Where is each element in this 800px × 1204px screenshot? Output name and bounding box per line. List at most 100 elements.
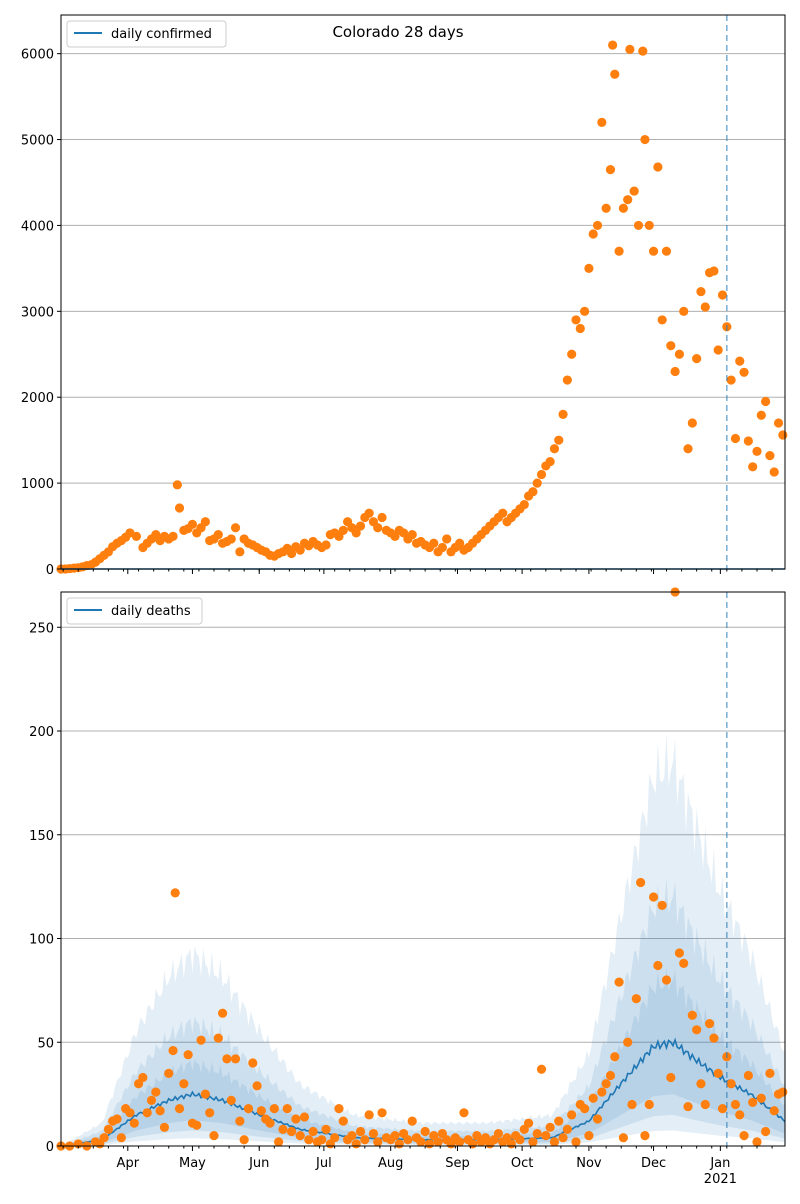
deaths-point: [291, 1114, 301, 1124]
uncertainty-band: [61, 733, 785, 1146]
deaths-point: [330, 1133, 340, 1143]
y-tick-label: 0: [46, 563, 54, 578]
y-tick-label: 150: [29, 829, 54, 844]
confirmed-point: [338, 525, 348, 535]
legend-label: daily confirmed: [111, 27, 212, 42]
deaths-point: [146, 1095, 157, 1105]
deaths-point: [112, 1114, 122, 1124]
deaths-point: [696, 1079, 706, 1089]
deaths-y-ticks: 0 50 100 150 200 250: [29, 621, 61, 1155]
x-tick-label: Sep: [445, 1156, 470, 1171]
deaths-point: [403, 1135, 413, 1145]
y-tick-label: 1000: [21, 477, 54, 492]
confirmed-point: [633, 220, 644, 231]
confirmed-point: [200, 517, 210, 527]
deaths-point: [168, 1045, 178, 1056]
deaths-point: [351, 1139, 361, 1149]
deaths-point: [765, 1068, 775, 1078]
deaths-point: [308, 1126, 318, 1137]
deaths-point: [515, 1135, 525, 1145]
deaths-point: [299, 1112, 310, 1122]
deaths-point: [286, 1126, 297, 1137]
deaths-point: [610, 1052, 620, 1062]
confirmed-legend: daily confirmed: [66, 20, 227, 48]
deaths-point: [304, 1135, 314, 1145]
deaths-legend: daily deaths: [66, 597, 203, 625]
deaths-point: [218, 1008, 228, 1018]
confirmed-point: [670, 366, 680, 377]
confirmed-point: [756, 410, 766, 420]
deaths-point: [142, 1108, 152, 1118]
deaths-point: [618, 1133, 628, 1143]
confirmed-point: [168, 531, 178, 541]
deaths-point: [368, 1128, 379, 1139]
deaths-point: [558, 1133, 568, 1143]
confirmed-point: [377, 512, 387, 523]
confirmed-point: [752, 446, 762, 456]
x-tick-year-label: 2021: [704, 1172, 737, 1187]
deaths-point: [125, 1108, 135, 1118]
deaths-point: [377, 1108, 387, 1118]
confirmed-point: [575, 323, 585, 334]
y-tick-label: 3000: [21, 305, 54, 320]
deaths-point: [528, 1137, 538, 1147]
deaths-point: [164, 1068, 174, 1078]
confirmed-point: [625, 44, 635, 54]
deaths-point: [269, 1104, 279, 1114]
confirmed-point: [131, 531, 142, 541]
legend-box: [66, 597, 203, 625]
deaths-point: [683, 1101, 693, 1112]
confirmed-point: [666, 341, 676, 351]
confirmed-point: [554, 435, 564, 445]
confirmed-x-ticks: [62, 569, 773, 574]
deaths-point: [752, 1137, 762, 1147]
confirmed-point: [640, 134, 650, 145]
confirmed-point: [355, 521, 366, 531]
deaths-point: [571, 1137, 581, 1147]
deaths-point: [317, 1135, 327, 1145]
deaths-point: [709, 1033, 719, 1043]
confirmed-point: [187, 519, 198, 529]
confirmed-point: [638, 46, 648, 56]
y-tick-label: 2000: [21, 391, 54, 406]
deaths-point: [433, 1137, 443, 1147]
deaths-point: [674, 948, 685, 958]
confirmed-point: [532, 478, 542, 488]
deaths-point: [739, 1131, 749, 1141]
deaths-point: [623, 1037, 633, 1047]
confirmed-point: [739, 367, 749, 377]
confirmed-point: [661, 246, 672, 256]
deaths-uncertainty-bands: [61, 733, 785, 1146]
deaths-point: [756, 1093, 766, 1103]
deaths-point: [248, 1058, 258, 1068]
confirmed-point: [235, 547, 245, 557]
confirmed-point: [588, 229, 598, 239]
x-tick-label: Jun: [248, 1156, 269, 1171]
confirmed-point: [778, 430, 788, 440]
deaths-point: [704, 1018, 715, 1029]
deaths-point: [554, 1116, 564, 1126]
confirmed-point: [605, 165, 616, 175]
confirmed-point: [610, 69, 620, 79]
deaths-point: [730, 1099, 741, 1110]
confirmed-point: [558, 409, 568, 419]
confirmed-point: [321, 540, 331, 550]
confirmed-point: [498, 508, 508, 518]
deaths-point: [159, 1122, 170, 1132]
x-tick-label: Nov: [576, 1156, 602, 1171]
deaths-point: [138, 1072, 148, 1083]
confirmed-point: [601, 203, 611, 213]
deaths-point: [541, 1131, 551, 1141]
confirmed-point: [407, 530, 417, 540]
deaths-point: [243, 1104, 254, 1114]
deaths-point: [116, 1133, 126, 1143]
legend-label: daily deaths: [111, 604, 191, 619]
confirmed-point: [696, 286, 706, 297]
confirmed-point: [442, 534, 452, 544]
x-tick-label: May: [179, 1156, 206, 1171]
deaths-point: [265, 1118, 275, 1128]
confirmed-point: [730, 433, 741, 444]
deaths-point: [657, 900, 667, 910]
